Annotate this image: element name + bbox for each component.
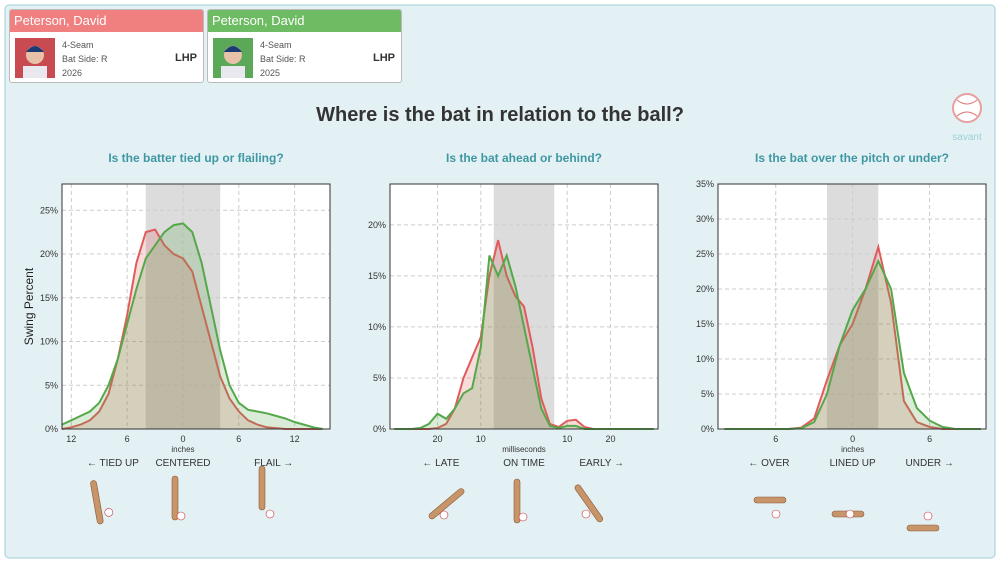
zone-label: ← LATE — [422, 458, 459, 469]
plot-frame — [389, 183, 659, 430]
x-tick-label: 6 — [236, 434, 241, 444]
area-fill — [724, 247, 981, 429]
pitch-type: 4-Seam — [260, 40, 292, 50]
zone-label: ← OVER — [748, 458, 789, 469]
x-tick-label: 10 — [562, 434, 572, 444]
x-tick-label: 12 — [290, 434, 300, 444]
zone-label: CENTERED — [155, 458, 210, 469]
card-header: Peterson, David — [208, 10, 401, 32]
y-tick-label: 20% — [696, 284, 714, 294]
density-line — [61, 222, 323, 430]
y-tick-label: 15% — [40, 293, 58, 303]
area-fill — [62, 223, 323, 429]
area-fill — [62, 229, 323, 429]
y-axis-label: Swing Percent — [22, 267, 36, 345]
y-tick-label: 0% — [701, 424, 714, 434]
x-tick-label: 10 — [476, 434, 486, 444]
y-tick-label: 10% — [40, 337, 58, 347]
plot-frame — [717, 183, 987, 430]
y-tick-label: 10% — [368, 322, 386, 332]
y-tick-label: 35% — [696, 179, 714, 189]
y-tick-label: 15% — [696, 319, 714, 329]
pitch-type: 4-Seam — [62, 40, 94, 50]
x-axis-label: milliseconds — [502, 445, 546, 454]
chart-subtitle: Is the bat ahead or behind? — [446, 151, 602, 165]
x-axis-label: inches — [171, 445, 194, 454]
y-tick-label: 20% — [368, 220, 386, 230]
player-card[interactable]: Peterson, David 4-Seam Bat Side: R 2026 … — [9, 9, 204, 83]
zone-label: UNDER → — [906, 458, 954, 469]
y-tick-label: 15% — [368, 271, 386, 281]
zone-label: ← TIED UP — [87, 458, 139, 469]
density-line — [61, 228, 323, 430]
chart-subtitle: Is the batter tied up or flailing? — [108, 151, 283, 165]
x-tick-label: 6 — [125, 434, 130, 444]
plot-frame — [61, 183, 331, 430]
player-photo — [213, 38, 253, 78]
zone-label: FLAIL → — [254, 458, 293, 469]
hand: LHP — [175, 52, 197, 64]
bat-side: Bat Side: R — [260, 54, 306, 64]
season: 2026 — [62, 68, 83, 78]
x-tick-label: 6 — [927, 434, 932, 444]
y-tick-label: 10% — [696, 354, 714, 364]
y-tick-label: 25% — [40, 205, 58, 215]
season: 2025 — [260, 68, 281, 78]
y-tick-label: 5% — [373, 373, 386, 383]
chart-subtitle: Is the bat over the pitch or under? — [755, 151, 949, 165]
logo-text: savant — [952, 132, 982, 143]
x-tick-label: 20 — [605, 434, 615, 444]
x-tick-label: 0 — [180, 434, 185, 444]
area-fill — [394, 240, 654, 429]
bat-icons — [90, 465, 940, 532]
zone-label: LINED UP — [830, 458, 876, 469]
page-title: Where is the bat in relation to the ball… — [316, 104, 684, 126]
zone-label: EARLY → — [579, 458, 624, 469]
card-header: Peterson, David — [10, 10, 203, 32]
player-card[interactable]: Peterson, David 4-Seam Bat Side: R 2025 … — [207, 9, 402, 83]
area-fill — [394, 255, 654, 429]
y-tick-label: 0% — [373, 424, 386, 434]
x-axis-label: inches — [841, 445, 864, 454]
bat-side: Bat Side: R — [62, 54, 108, 64]
y-tick-label: 5% — [701, 389, 714, 399]
y-tick-label: 25% — [696, 249, 714, 259]
player-photo — [15, 38, 55, 78]
x-tick-label: 20 — [433, 434, 443, 444]
area-fill — [724, 261, 981, 429]
y-tick-label: 20% — [40, 249, 58, 259]
zone-label: ON TIME — [503, 458, 545, 469]
x-tick-label: 6 — [773, 434, 778, 444]
y-tick-label: 5% — [45, 380, 58, 390]
y-tick-label: 30% — [696, 214, 714, 224]
logo: savant — [952, 93, 982, 143]
x-tick-label: 12 — [66, 434, 76, 444]
hand: LHP — [373, 52, 395, 64]
x-tick-label: 0 — [850, 434, 855, 444]
y-tick-label: 0% — [45, 424, 58, 434]
